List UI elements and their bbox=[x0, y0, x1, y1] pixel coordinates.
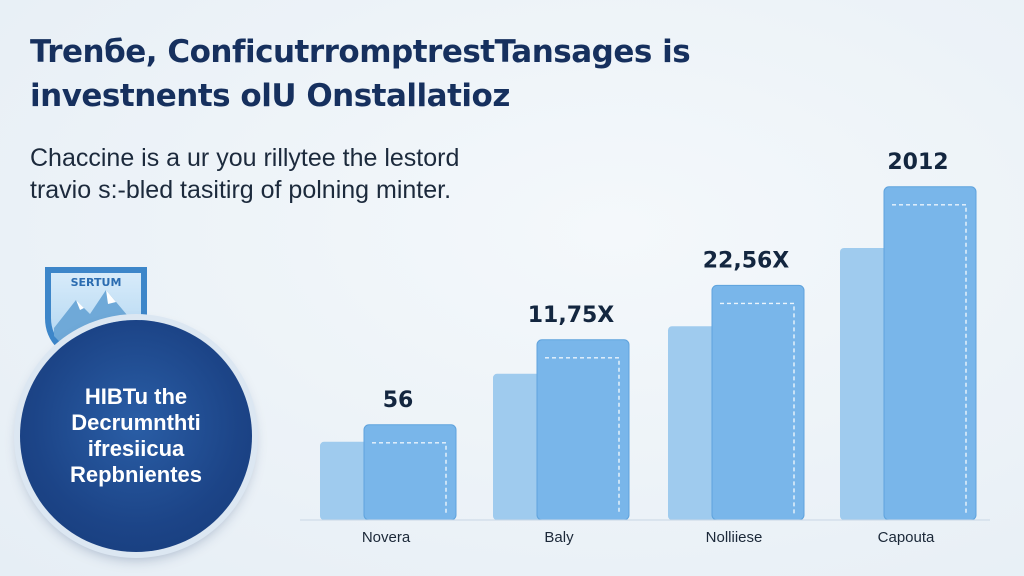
bar-highlight-2 bbox=[720, 302, 795, 514]
bar-highlight-1 bbox=[545, 357, 620, 514]
data-label-3: 2012 bbox=[887, 150, 948, 175]
data-label-0: 56 bbox=[383, 388, 414, 413]
badge-line-2: Decrumnthti bbox=[71, 410, 201, 435]
bar-back-0 bbox=[320, 441, 376, 520]
title-line-2: investnents olU Onstallatioz bbox=[30, 78, 510, 114]
page-title: Trenбe, Conficutrromptrest​Tansages is i… bbox=[30, 30, 730, 118]
bar-highlight-3 bbox=[892, 204, 967, 514]
intro-line-1: Chaccine is a ur you rillytee the lestor… bbox=[30, 144, 460, 172]
bar-front-0 bbox=[363, 424, 457, 521]
data-label-1: 11,75X bbox=[528, 303, 615, 328]
badge-line-1: HIBTu the bbox=[84, 384, 188, 409]
data-label-2: 22,56X bbox=[703, 248, 790, 273]
bar-highlight-0 bbox=[372, 442, 447, 514]
bar-back-3 bbox=[840, 248, 896, 520]
intro-text: Chaccine is a ur you rillytee the lestor… bbox=[30, 142, 550, 206]
shield-label: SERTUM bbox=[71, 276, 122, 289]
title-line-1: Trenбe, Conficutrromptrest​Tansages is bbox=[30, 34, 691, 70]
bar-front-2 bbox=[711, 284, 805, 521]
badge-line-3: ifresiicua bbox=[87, 436, 185, 461]
bar-front-1 bbox=[536, 339, 630, 521]
bar-front-3 bbox=[883, 186, 977, 521]
category-label-0: Novera bbox=[362, 529, 411, 546]
category-label-2: Nolliiese bbox=[706, 529, 763, 546]
category-label-3: Capouta bbox=[878, 529, 935, 546]
badge-line-4: Repbnientes bbox=[69, 462, 203, 487]
intro-line-2: travio s:-bled tasitirg of polning minte… bbox=[30, 176, 452, 204]
info-badge: HIBTu the Decrumnthti ifresiicua Repbnie… bbox=[20, 320, 252, 552]
category-label-1: Baly bbox=[544, 529, 574, 546]
bar-back-2 bbox=[668, 326, 724, 520]
bar-back-1 bbox=[493, 373, 549, 520]
